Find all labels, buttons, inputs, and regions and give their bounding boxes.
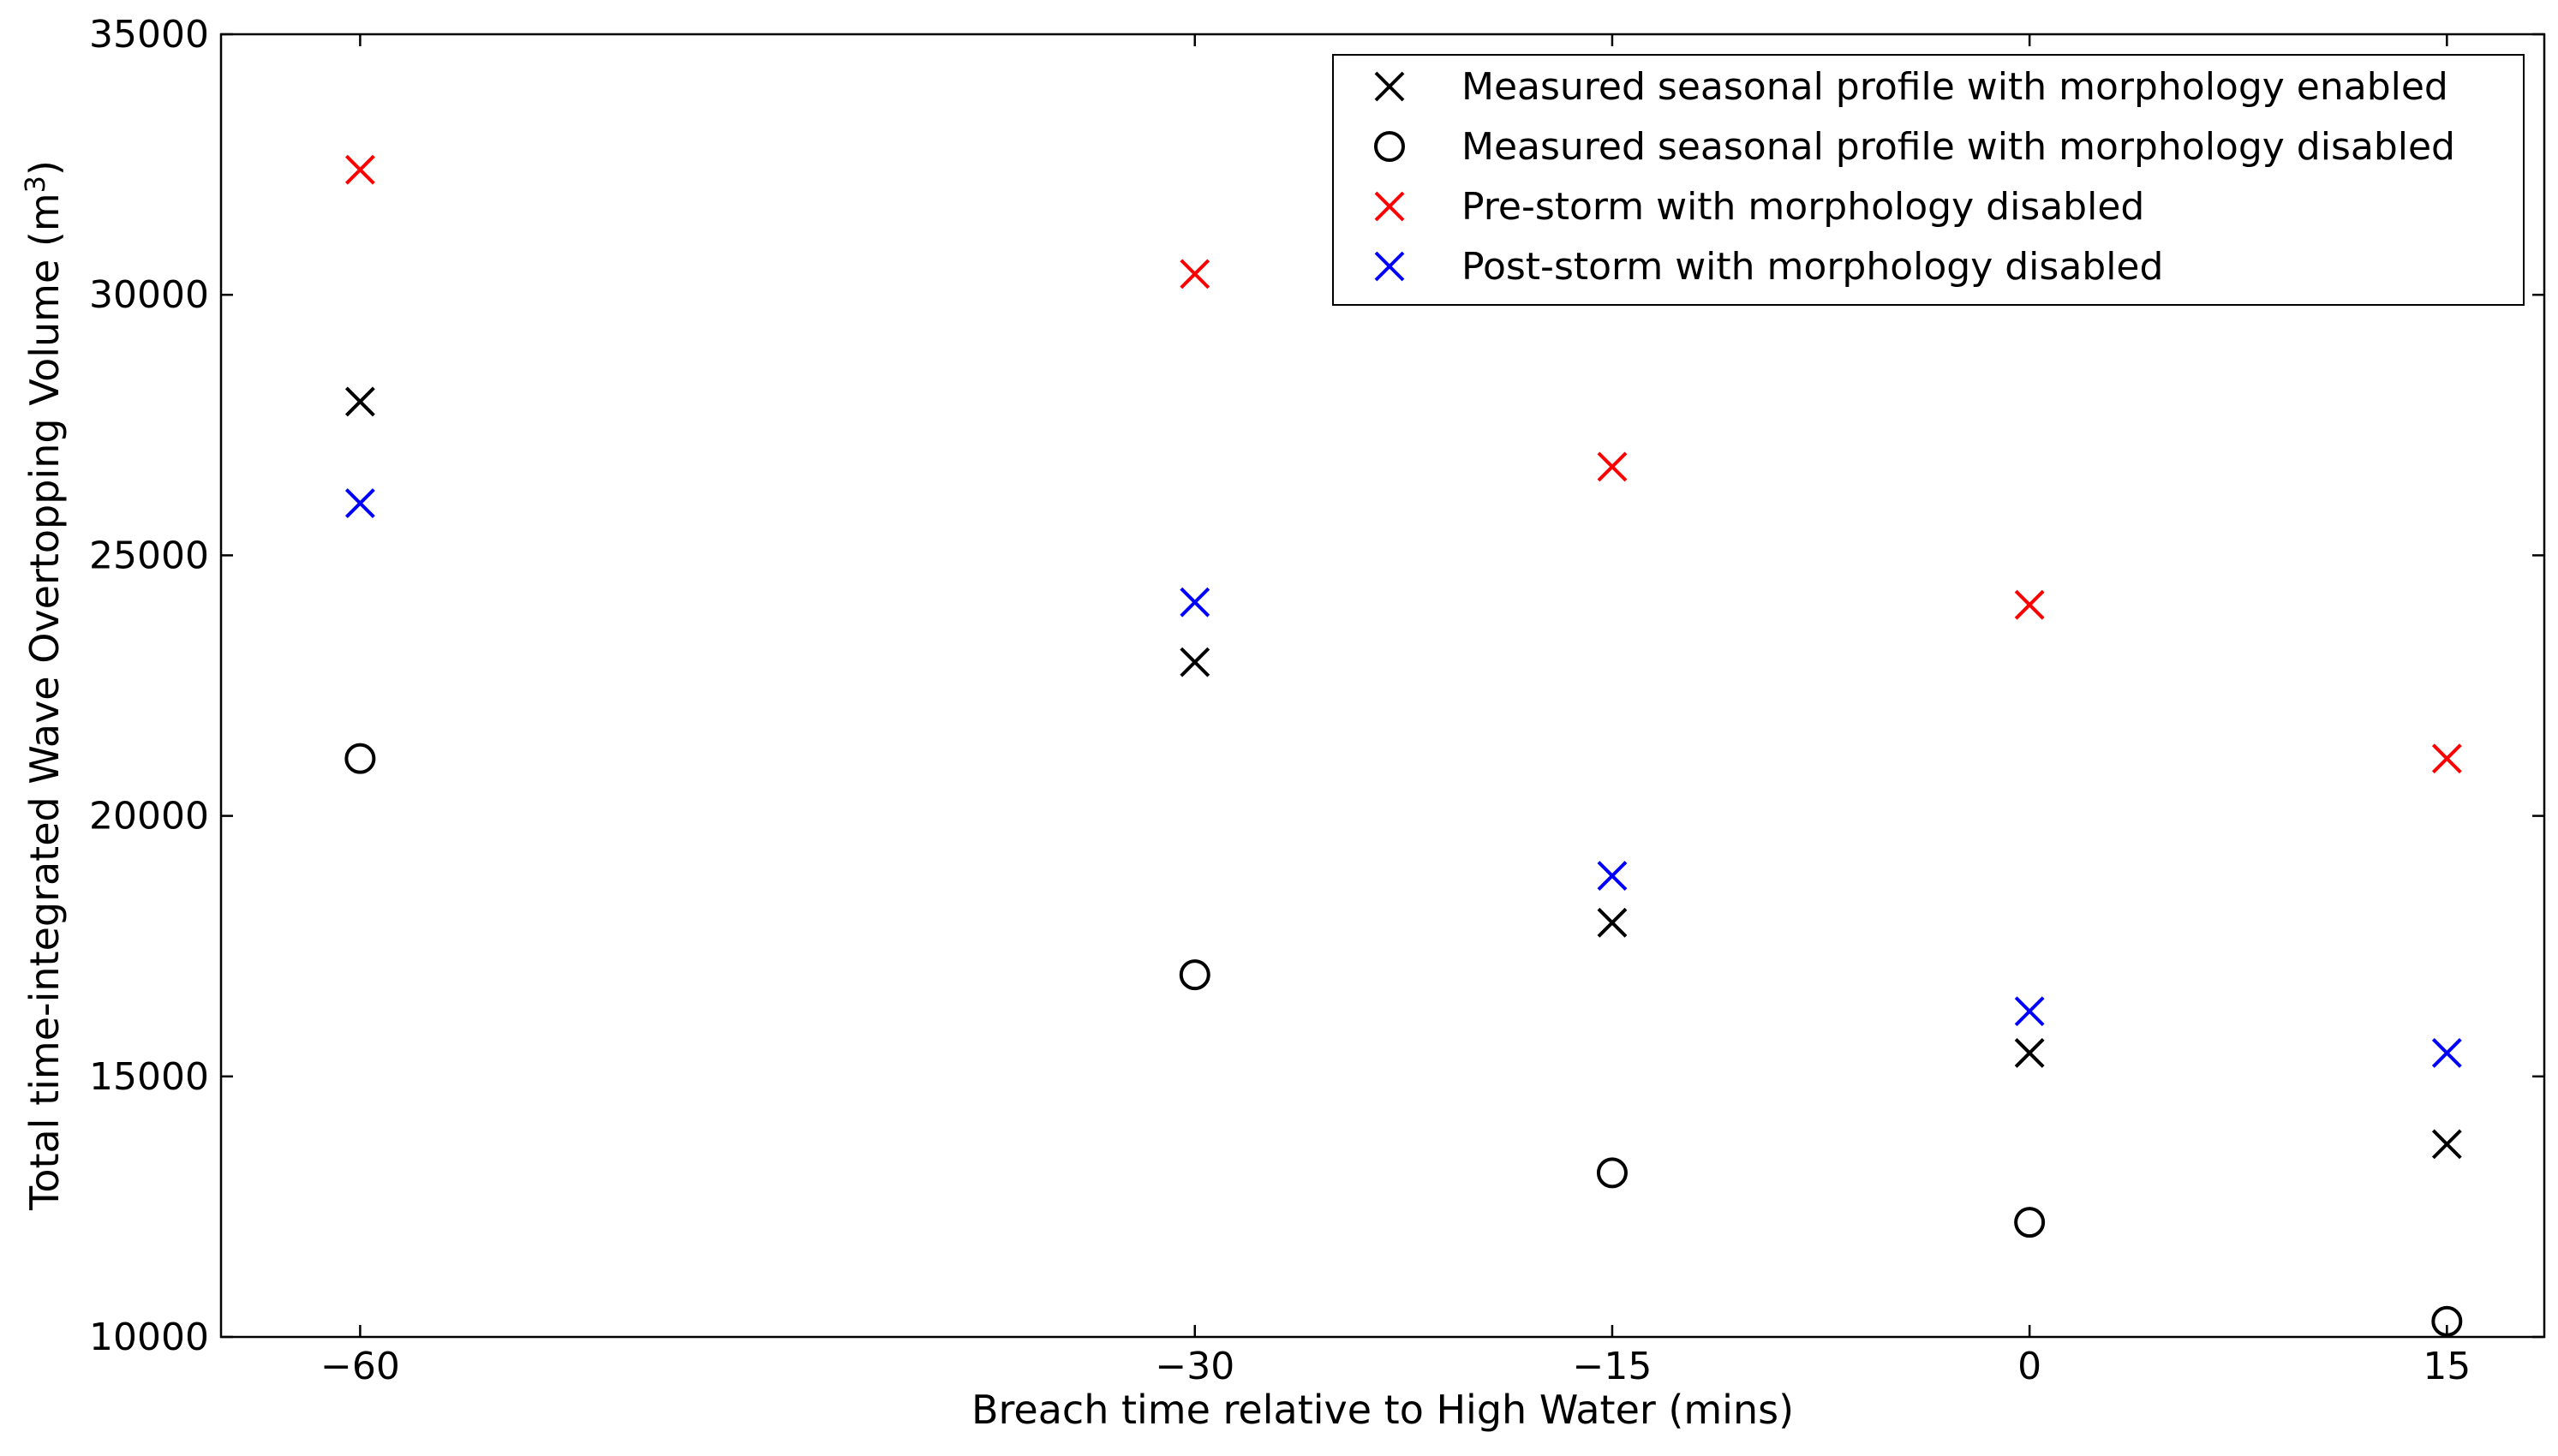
axis-ticks: −60 −30 −15 0 15 10000 15000 20000 25000 30000 350… [89,13,2544,1388]
y-tick-label: 15000 [89,1055,209,1099]
y-tick-label: 25000 [89,534,209,577]
legend-label-4: Post-storm with morphology disabled [1461,245,2163,289]
legend-marker-2 [1374,131,1405,162]
data-point-s4-5 [2431,1038,2462,1068]
x-tick-label: 15 [2423,1345,2471,1388]
legend: Measured seasonal profile with morpholog… [1332,54,2525,306]
data-point-s1-3 [1597,907,1628,938]
data-point-s1-4 [2014,1038,2045,1068]
data-point-s3-5 [2431,743,2462,774]
data-point-s4-2 [1180,587,1210,618]
data-marks [344,154,2463,1337]
data-point-s4-1 [344,488,375,518]
data-point-s2-1 [344,743,376,774]
legend-marker-3 [1374,191,1405,222]
data-point-s4-4 [2014,996,2045,1027]
legend-frame [1332,54,2525,306]
data-point-s3-4 [2014,589,2045,620]
y-tick-label: 35000 [89,13,209,57]
legend-entry-3: Pre-storm with morphology disabled [1374,185,2144,229]
x-tick-label: −30 [1155,1345,1234,1388]
x-tick-label: −60 [320,1345,400,1388]
y-tick-label: 20000 [89,795,209,838]
legend-entry-4: Post-storm with morphology disabled [1374,245,2163,289]
legend-label-2: Measured seasonal profile with morpholog… [1461,125,2455,169]
legend-marker-4 [1374,251,1405,282]
data-point-s2-2 [1179,959,1210,991]
legend-marker-1 [1374,71,1405,102]
y-tick-label: 10000 [89,1316,209,1359]
y-axis-label: Total time-integrated Wave Overtopping V… [19,160,68,1211]
data-point-s1-1 [344,386,375,417]
data-point-s3-2 [1180,259,1210,289]
x-axis-label: Breach time relative to High Water (mins… [971,1387,1794,1433]
x-tick-label: 0 [2017,1345,2041,1388]
data-point-s3-3 [1597,451,1628,482]
legend-label-3: Pre-storm with morphology disabled [1461,185,2144,229]
legend-entry-1: Measured seasonal profile with morpholog… [1374,65,2448,109]
legend-label-1: Measured seasonal profile with morpholog… [1461,65,2448,109]
data-point-s2-3 [1596,1157,1628,1189]
data-point-s1-2 [1180,647,1210,677]
data-point-s1-5 [2431,1129,2462,1160]
data-point-s3-1 [344,154,375,185]
x-tick-label: −15 [1573,1345,1653,1388]
legend-entry-2: Measured seasonal profile with morpholog… [1374,125,2455,169]
y-tick-label: 30000 [89,273,209,317]
plot-frame [219,33,2546,1339]
data-point-s4-3 [1597,861,1628,891]
data-point-s2-4 [2014,1207,2046,1238]
